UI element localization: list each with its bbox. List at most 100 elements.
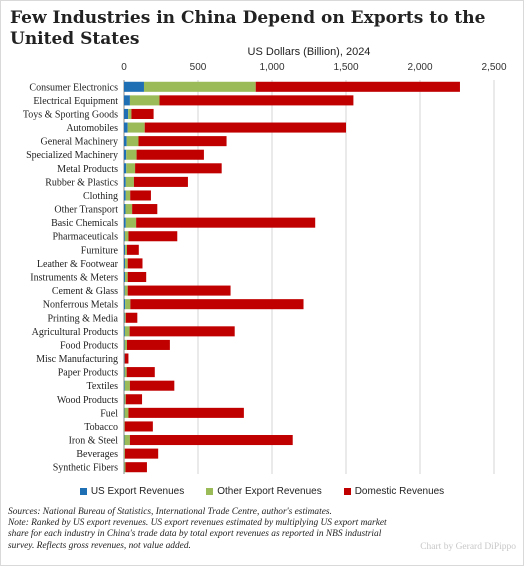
bar-domestic [136, 217, 316, 228]
sources-text: Sources: National Bureau of Statistics, … [8, 507, 332, 517]
bar-other-export [124, 339, 127, 350]
bar-us-export [124, 367, 125, 378]
category-label: Pharmaceuticals [52, 232, 118, 243]
bar-us-export [124, 149, 127, 160]
bar-us-export [124, 136, 127, 147]
bar-us-export [124, 285, 125, 296]
bar-us-export [124, 190, 126, 201]
category-label: Synthetic Fibers [53, 463, 118, 474]
category-label: Automobiles [66, 123, 118, 134]
bar-other-export [125, 176, 134, 187]
category-label: Beverages [76, 449, 118, 460]
x-tick-labels: 0 500 1,000 1,500 2,000 2,500 [121, 62, 507, 73]
category-label: Basic Chemicals [51, 218, 118, 229]
category-label: Specialized Machinery [26, 150, 118, 161]
bar-other-export [125, 217, 137, 228]
category-label: General Machinery [41, 137, 118, 148]
source-notes: Sources: National Bureau of Statistics, … [8, 507, 388, 552]
bar-us-export [124, 231, 125, 242]
bar-domestic [124, 421, 153, 432]
bar-domestic [126, 339, 170, 350]
bar-domestic [126, 367, 155, 378]
category-label: Paper Products [58, 368, 118, 379]
bar-domestic [128, 231, 178, 242]
category-label: Leather & Footwear [37, 259, 119, 270]
bar-other-export [124, 407, 129, 418]
note-text: Note: Ranked by US export revenues. US e… [8, 518, 387, 551]
bar-domestic [126, 244, 139, 255]
legend-item-domestic: Domestic Revenues [343, 486, 444, 497]
bar-domestic [129, 435, 293, 446]
bar-other-export [124, 312, 126, 323]
bar-other-export [126, 163, 136, 174]
bar-us-export [124, 122, 128, 133]
bar-other-export [126, 136, 139, 147]
bar-domestic [130, 299, 304, 310]
bar-other-export [124, 326, 130, 337]
bar-domestic [133, 176, 188, 187]
bar-other-export [124, 231, 129, 242]
category-label: Furniture [81, 245, 119, 256]
bar-domestic [130, 190, 151, 201]
category-label: Tobacco [84, 422, 118, 433]
bar-us-export [124, 312, 125, 323]
category-label: Other Transport [54, 205, 118, 216]
category-label: Wood Products [57, 395, 118, 406]
bar-other-export [125, 244, 127, 255]
x-tick-label: 500 [190, 62, 207, 73]
bar-domestic [135, 163, 222, 174]
category-label: Electrical Equipment [33, 96, 118, 107]
bar-other-export [125, 299, 131, 310]
bar-other-export [125, 190, 131, 201]
bar-domestic [125, 312, 138, 323]
x-axis-label: US Dollars (Billion), 2024 [247, 46, 371, 58]
bar-other-export [127, 122, 145, 133]
bar-domestic [136, 149, 204, 160]
bar-domestic [125, 394, 143, 405]
category-label: Iron & Steel [69, 436, 119, 447]
category-label: Agricultural Products [32, 327, 118, 338]
bar-us-export [124, 299, 126, 310]
bar-us-export [124, 204, 126, 215]
bar-domestic [131, 108, 154, 119]
bar-us-export [124, 258, 126, 269]
bar-other-export [124, 448, 125, 459]
x-tick-label: 0 [121, 62, 127, 73]
category-label: Clothing [83, 191, 118, 202]
bar-domestic [127, 258, 143, 269]
category-label: Cement & Glass [52, 286, 118, 297]
bar-us-export [124, 163, 127, 174]
bar-domestic [255, 81, 460, 92]
bar-domestic [125, 462, 147, 473]
bar-other-export [125, 271, 128, 283]
x-tick-label: 2,000 [407, 62, 432, 73]
bar-us-export [124, 81, 144, 92]
category-label: Instruments & Meters [30, 273, 118, 284]
x-tick-label: 2,500 [481, 62, 506, 73]
legend: US Export Revenues Other Export Revenues… [0, 486, 524, 497]
chart-title: Few Industries in China Depend on Export… [10, 8, 486, 49]
bar-other-export [124, 394, 126, 405]
x-tick-label: 1,500 [333, 62, 358, 73]
category-label: Metal Products [57, 164, 118, 175]
bar-domestic [132, 204, 158, 215]
bar-us-export [124, 108, 129, 119]
bar-other-export [129, 95, 160, 106]
bar-other-export [143, 81, 256, 92]
bar-other-export [125, 258, 128, 269]
bar-us-export [124, 326, 125, 337]
category-label: Nonferrous Metals [43, 300, 118, 311]
bar-us-export [124, 244, 126, 255]
category-labels: Consumer Electronics Electrical Equipment… [23, 82, 119, 473]
category-label: Consumer Electronics [29, 82, 118, 93]
bar-us-export [124, 271, 126, 283]
bar-us-export [124, 95, 130, 106]
legend-label-us-export: US Export Revenues [90, 486, 185, 497]
bar-domestic [128, 407, 244, 418]
category-label: Food Products [60, 340, 118, 351]
bar-domestic [124, 448, 159, 459]
bar-us-export [124, 339, 125, 350]
bar-other-export [124, 462, 126, 473]
bar-other-export [124, 435, 130, 446]
